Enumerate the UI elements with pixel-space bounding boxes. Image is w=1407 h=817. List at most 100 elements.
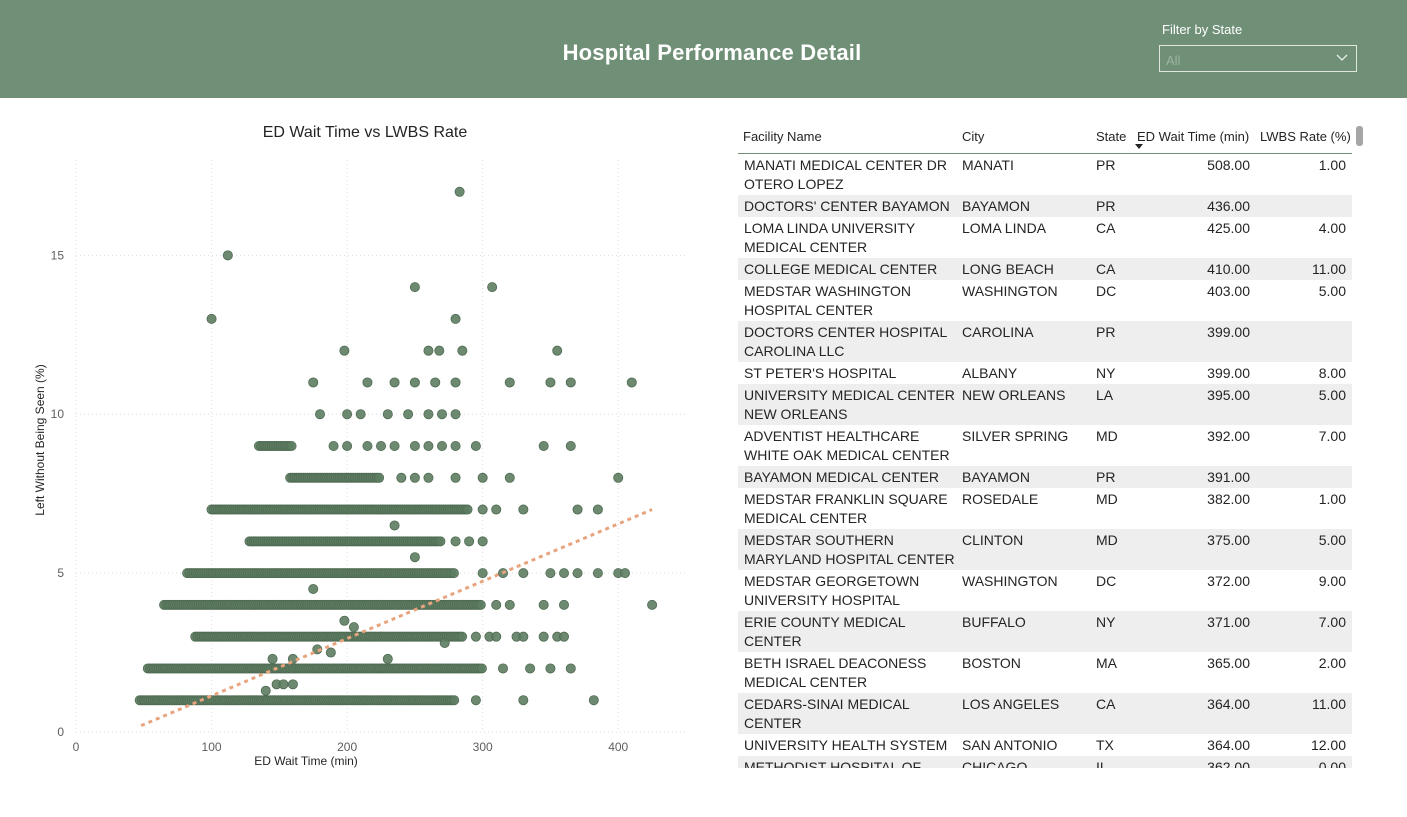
lwbs-rate-cell: 5.00 <box>1318 387 1346 403</box>
lwbs-rate-cell: 11.00 <box>1312 261 1346 277</box>
table-row[interactable]: DOCTORS' CENTER BAYAMON BAYAMON PR 436.00 <box>738 195 1352 217</box>
data-point <box>448 568 459 579</box>
data-point <box>470 695 481 706</box>
table-row[interactable]: MANATI MEDICAL CENTER DR OTERO LOPEZ MANA… <box>738 154 1352 195</box>
data-point <box>423 409 434 420</box>
wait-time-cell: 425.00 <box>1207 220 1250 236</box>
table-row[interactable]: ERIE COUNTY MEDICAL CENTER BUFFALO NY 371.0… <box>738 611 1352 652</box>
table-row[interactable]: COLLEGE MEDICAL CENTER LONG BEACH CA 410.00… <box>738 258 1352 280</box>
lwbs-rate-cell: 9.00 <box>1318 573 1346 589</box>
data-point <box>382 409 393 420</box>
data-point <box>339 345 350 356</box>
column-header-lwbs[interactable]: LWBS Rate (%) <box>1260 129 1351 144</box>
lwbs-rate-cell: 1.00 <box>1318 157 1346 173</box>
data-point <box>450 472 461 483</box>
data-point <box>423 440 434 451</box>
wait-time-cell: 372.00 <box>1207 573 1250 589</box>
table-row[interactable]: MEDSTAR SOUTHERN MARYLAND HOSPITAL CENTE… <box>738 529 1352 570</box>
wait-time-cell: 395.00 <box>1207 387 1250 403</box>
wait-time-cell: 371.00 <box>1207 614 1250 630</box>
wait-time-cell: 391.00 <box>1207 469 1250 485</box>
column-header-facility[interactable]: Facility Name <box>743 129 822 144</box>
table-row[interactable]: UNIVERSITY MEDICAL CENTER NEW ORLEANS NEW… <box>738 384 1352 425</box>
table-row[interactable]: ADVENTIST HEALTHCARE WHITE OAK MEDICAL C… <box>738 425 1352 466</box>
data-point <box>470 440 481 451</box>
x-tick-label: 300 <box>473 740 493 754</box>
data-point <box>565 663 576 674</box>
data-point <box>430 377 441 388</box>
data-point <box>260 685 271 696</box>
city-cell: SILVER SPRING <box>962 428 1069 444</box>
lwbs-rate-cell: 5.00 <box>1318 532 1346 548</box>
data-point <box>588 695 599 706</box>
lwbs-rate-cell: 1.00 <box>1318 491 1346 507</box>
wait-time-cell: 508.00 <box>1207 157 1250 173</box>
state-filter-dropdown[interactable]: All <box>1159 45 1357 72</box>
data-point <box>362 440 373 451</box>
table-row[interactable]: UNIVERSITY HEALTH SYSTEM SAN ANTONIO TX 364… <box>738 734 1352 756</box>
data-point <box>538 631 549 642</box>
city-cell: CHICAGO <box>962 759 1028 768</box>
state-cell: DC <box>1096 573 1117 589</box>
city-cell: BAYAMON <box>962 469 1030 485</box>
state-cell: CA <box>1096 261 1116 277</box>
data-point <box>565 377 576 388</box>
column-header-wait[interactable]: ED Wait Time (min) <box>1137 129 1250 144</box>
data-point <box>518 504 529 515</box>
column-header-state[interactable]: State <box>1096 129 1127 144</box>
table-row[interactable]: ST PETER'S HOSPITAL ALBANY NY 399.00 8.00 <box>738 362 1352 384</box>
data-point <box>545 663 556 674</box>
table-row[interactable]: BAYAMON MEDICAL CENTER BAYAMON PR 391.00 <box>738 466 1352 488</box>
state-cell: MD <box>1096 532 1118 548</box>
data-point <box>409 440 420 451</box>
data-point <box>409 282 420 293</box>
table-scrollbar[interactable] <box>1356 126 1363 146</box>
x-tick-label: 200 <box>337 740 357 754</box>
table-row[interactable]: LOMA LINDA UNIVERSITY MEDICAL CENTER LOMA… <box>738 217 1352 258</box>
table-body: MANATI MEDICAL CENTER DR OTERO LOPEZ MANA… <box>738 154 1352 768</box>
data-point <box>572 504 583 515</box>
data-point <box>409 377 420 388</box>
wait-time-cell: 365.00 <box>1207 655 1250 671</box>
data-point <box>477 536 488 547</box>
data-point <box>409 472 420 483</box>
data-point <box>504 472 515 483</box>
table-row[interactable]: DOCTORS CENTER HOSPITAL CAROLINA LLC CARO… <box>738 321 1352 362</box>
facility-name-cell: UNIVERSITY MEDICAL CENTER NEW ORLEANS <box>744 387 955 422</box>
city-cell: MANATI <box>962 157 1014 173</box>
data-point <box>572 568 583 579</box>
y-tick-label: 15 <box>51 248 65 262</box>
data-point <box>450 440 461 451</box>
data-point <box>389 377 400 388</box>
data-point <box>518 695 529 706</box>
data-point <box>565 440 576 451</box>
facility-name-cell: METHODIST HOSPITAL OF <box>744 759 922 768</box>
data-point <box>450 377 461 388</box>
table-row[interactable]: MEDSTAR GEORGETOWN UNIVERSITY HOSPITAL WA… <box>738 570 1352 611</box>
data-point <box>267 653 278 664</box>
table-row[interactable]: MEDSTAR WASHINGTON HOSPITAL CENTER WASHIN… <box>738 280 1352 321</box>
wait-time-cell: 399.00 <box>1207 365 1250 381</box>
data-point <box>457 631 468 642</box>
table-row[interactable]: CEDARS-SINAI MEDICAL CENTER LOS ANGELES CA… <box>738 693 1352 734</box>
lwbs-rate-cell: 4.00 <box>1318 220 1346 236</box>
state-cell: PR <box>1096 469 1116 485</box>
table-row[interactable]: MEDSTAR FRANKLIN SQUARE MEDICAL CENTER RO… <box>738 488 1352 529</box>
state-cell: NY <box>1096 614 1116 630</box>
column-header-city[interactable]: City <box>962 129 985 144</box>
state-cell: IL <box>1096 759 1108 768</box>
data-point <box>518 568 529 579</box>
city-cell: CLINTON <box>962 532 1024 548</box>
data-point <box>475 599 486 610</box>
wait-time-cell: 399.00 <box>1207 324 1250 340</box>
data-point <box>339 615 350 626</box>
table-row[interactable]: METHODIST HOSPITAL OF CHICAGO IL 362.00 0.00 <box>738 756 1352 768</box>
data-point <box>470 631 481 642</box>
facility-name-cell: UNIVERSITY HEALTH SYSTEM <box>744 737 948 753</box>
data-point <box>464 536 475 547</box>
data-point <box>487 282 498 293</box>
state-cell: MA <box>1096 655 1117 671</box>
facility-name-cell: MEDSTAR SOUTHERN MARYLAND HOSPITAL CENTE… <box>744 532 955 567</box>
table-row[interactable]: BETH ISRAEL DEACONESS MEDICAL CENTER BOST… <box>738 652 1352 693</box>
lwbs-rate-cell: 7.00 <box>1318 428 1346 444</box>
